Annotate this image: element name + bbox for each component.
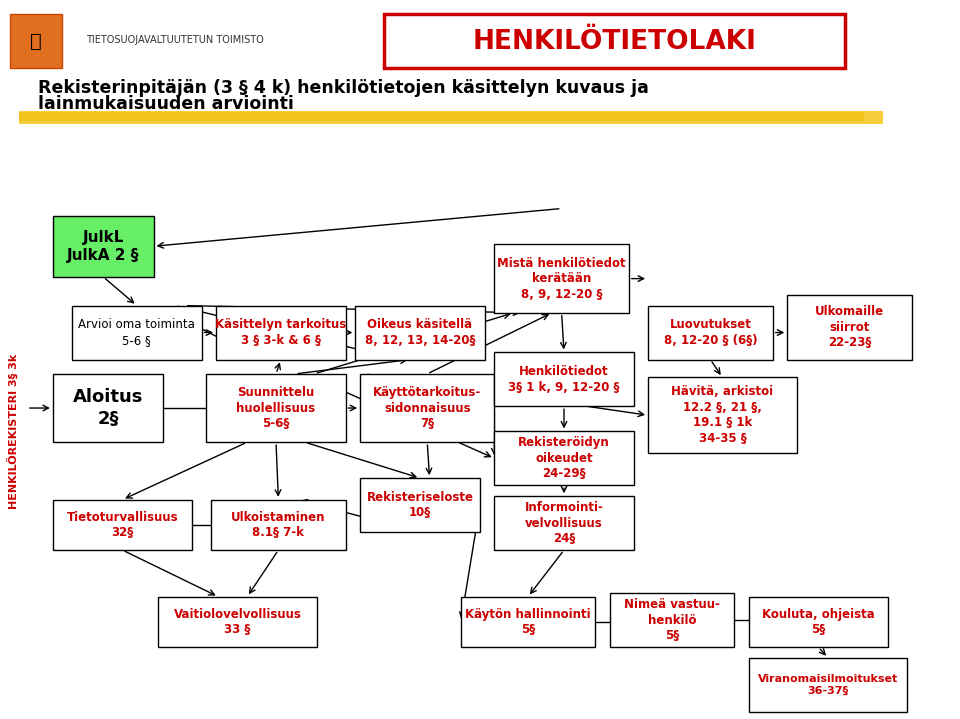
Text: Aloitus
2§: Aloitus 2§ bbox=[73, 388, 143, 428]
FancyBboxPatch shape bbox=[19, 112, 864, 121]
Text: Luovutukset
8, 12-20 § (6§): Luovutukset 8, 12-20 § (6§) bbox=[663, 319, 757, 347]
FancyBboxPatch shape bbox=[384, 14, 845, 68]
FancyBboxPatch shape bbox=[355, 306, 485, 360]
Text: Vaitiolovelvollisuus
33 §: Vaitiolovelvollisuus 33 § bbox=[174, 608, 301, 636]
Text: Arvioi oma toiminta
5-6 §: Arvioi oma toiminta 5-6 § bbox=[79, 319, 195, 347]
Text: Suunnittelu
huolellisuus
5-6§: Suunnittelu huolellisuus 5-6§ bbox=[236, 386, 316, 430]
FancyBboxPatch shape bbox=[206, 374, 346, 442]
Text: Tietoturvallisuus
32§: Tietoturvallisuus 32§ bbox=[66, 510, 179, 539]
Text: Viranomaisilmoitukset
36-37§: Viranomaisilmoitukset 36-37§ bbox=[757, 674, 899, 696]
FancyBboxPatch shape bbox=[494, 496, 634, 550]
Text: Rekisteröidyn
oikeudet
24-29§: Rekisteröidyn oikeudet 24-29§ bbox=[518, 436, 610, 480]
FancyBboxPatch shape bbox=[216, 306, 346, 360]
FancyBboxPatch shape bbox=[749, 597, 888, 647]
FancyBboxPatch shape bbox=[461, 597, 595, 647]
Text: Kouluta, ohjeista
5§: Kouluta, ohjeista 5§ bbox=[762, 608, 875, 636]
FancyBboxPatch shape bbox=[158, 597, 317, 647]
Text: Ulkomaille
siirrot
22-23§: Ulkomaille siirrot 22-23§ bbox=[815, 305, 884, 349]
Text: JulkL
JulkA 2 §: JulkL JulkA 2 § bbox=[67, 230, 139, 262]
Text: HENKILÖTIETOLAKI: HENKILÖTIETOLAKI bbox=[472, 29, 756, 55]
Text: Rekisterinpitäjän (3 § 4 k) henkilötietojen käsittelyn kuvaus ja: Rekisterinpitäjän (3 § 4 k) henkilötieto… bbox=[38, 78, 649, 97]
FancyBboxPatch shape bbox=[787, 295, 912, 360]
FancyBboxPatch shape bbox=[749, 658, 907, 712]
FancyBboxPatch shape bbox=[648, 377, 797, 453]
FancyBboxPatch shape bbox=[494, 244, 629, 313]
Text: lainmukaisuuden arviointi: lainmukaisuuden arviointi bbox=[38, 95, 295, 114]
Text: Nimeä vastuu-
henkilö
5§: Nimeä vastuu- henkilö 5§ bbox=[624, 598, 720, 642]
Text: Oikeus käsitellä
8, 12, 13, 14-20§: Oikeus käsitellä 8, 12, 13, 14-20§ bbox=[365, 319, 475, 347]
FancyBboxPatch shape bbox=[648, 306, 773, 360]
FancyBboxPatch shape bbox=[610, 593, 734, 647]
FancyBboxPatch shape bbox=[53, 500, 192, 550]
Text: Ulkoistaminen
8.1§ 7-k: Ulkoistaminen 8.1§ 7-k bbox=[231, 510, 325, 539]
Text: Mistä henkilötiedot
kerätään
8, 9, 12-20 §: Mistä henkilötiedot kerätään 8, 9, 12-20… bbox=[497, 257, 626, 301]
Text: Informointi-
velvollisuus
24§: Informointi- velvollisuus 24§ bbox=[524, 501, 604, 545]
FancyBboxPatch shape bbox=[211, 500, 346, 550]
Text: Käsittelyn tarkoitus
3 § 3-k & 6 §: Käsittelyn tarkoitus 3 § 3-k & 6 § bbox=[215, 319, 347, 347]
Text: Hävitä, arkistoi
12.2 §, 21 §,
19.1 § 1k
34-35 §: Hävitä, arkistoi 12.2 §, 21 §, 19.1 § 1k… bbox=[671, 385, 774, 445]
Text: Käyttötarkoitus-
sidonnaisuus
7§: Käyttötarkoitus- sidonnaisuus 7§ bbox=[373, 386, 481, 430]
Text: TIETOSUOJAVALTUUTETUN TOIMISTO: TIETOSUOJAVALTUUTETUN TOIMISTO bbox=[86, 35, 264, 45]
Text: Rekisteriseloste
10§: Rekisteriseloste 10§ bbox=[367, 491, 473, 519]
Text: Henkilötiedot
3§ 1 k, 9, 12-20 §: Henkilötiedot 3§ 1 k, 9, 12-20 § bbox=[508, 365, 620, 393]
Text: Käytön hallinnointi
5§: Käytön hallinnointi 5§ bbox=[466, 608, 590, 636]
FancyBboxPatch shape bbox=[360, 478, 480, 532]
FancyBboxPatch shape bbox=[494, 352, 634, 406]
Text: 🔒: 🔒 bbox=[30, 32, 41, 51]
FancyBboxPatch shape bbox=[53, 374, 163, 442]
Text: HENKILÖREKISTERI 3§ 3k: HENKILÖREKISTERI 3§ 3k bbox=[8, 354, 19, 509]
FancyBboxPatch shape bbox=[10, 14, 62, 68]
FancyBboxPatch shape bbox=[53, 216, 154, 277]
FancyBboxPatch shape bbox=[72, 306, 202, 360]
FancyBboxPatch shape bbox=[360, 374, 494, 442]
FancyBboxPatch shape bbox=[19, 111, 883, 124]
FancyBboxPatch shape bbox=[494, 431, 634, 485]
